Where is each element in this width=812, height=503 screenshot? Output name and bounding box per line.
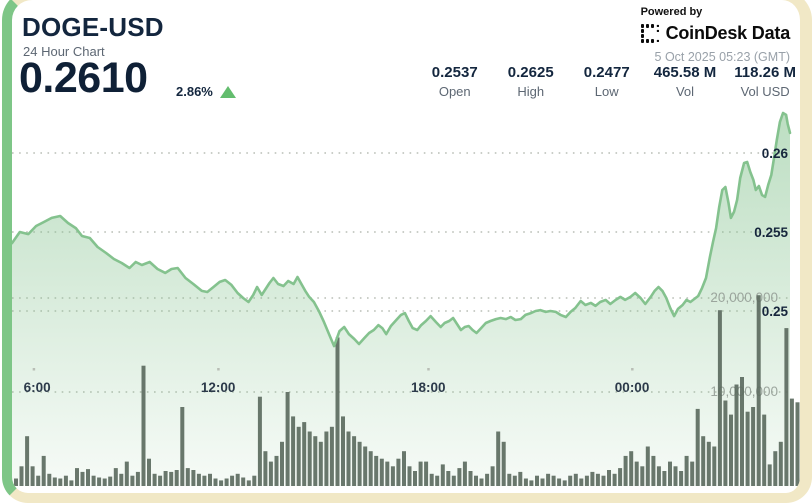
svg-text:0.25: 0.25 bbox=[762, 304, 789, 319]
svg-text:20,000,000: 20,000,000 bbox=[710, 290, 778, 305]
timestamp: 5 Oct 2025 05:23 (GMT) bbox=[654, 50, 790, 64]
svg-text:00:00: 00:00 bbox=[615, 380, 650, 395]
stat-vol-usd-label: Vol USD bbox=[740, 84, 790, 99]
stat-high-value: 0.2625 bbox=[507, 64, 554, 81]
powered-by-label: Powered by bbox=[640, 6, 703, 18]
svg-text:0.255: 0.255 bbox=[754, 225, 788, 240]
stat-vol-label: Vol bbox=[675, 84, 695, 99]
svg-text:0.26: 0.26 bbox=[762, 146, 789, 161]
price-change: 2.86% bbox=[176, 84, 236, 99]
brand-block: Powered by CoinDesk Data 5 Oct 2025 05:2… bbox=[640, 6, 791, 64]
chart-subtitle: 24 Hour Chart bbox=[23, 44, 105, 59]
triangle-up-icon bbox=[219, 85, 236, 98]
card-content: 20,000,000 10,000,000 0.26 0.255 0.25 6:00 12:… bbox=[12, 0, 800, 493]
svg-text:18:00: 18:00 bbox=[411, 380, 446, 395]
stat-open-label: Open bbox=[438, 84, 471, 99]
stat-vol-value: 465.58 M bbox=[653, 64, 717, 81]
stat-open-value: 0.2537 bbox=[431, 64, 478, 81]
stat-low-label: Low bbox=[594, 84, 619, 99]
svg-text:12:00: 12:00 bbox=[201, 380, 236, 395]
brand-name: CoinDesk Data bbox=[665, 23, 791, 43]
stats-row: 0.2537 Open 0.2625 High 0.2477 Low 465.5… bbox=[426, 64, 796, 99]
stat-high: 0.2625 High bbox=[502, 64, 560, 99]
price-volume-chart[interactable]: 20,000,000 10,000,000 0.26 0.255 0.25 6:00 12:… bbox=[12, 0, 800, 493]
coindesk-logo-icon bbox=[640, 24, 660, 43]
stat-high-label: High bbox=[517, 84, 545, 99]
change-percent: 2.86% bbox=[176, 84, 213, 99]
stat-vol-usd: 118.26 M Vol USD bbox=[734, 64, 796, 99]
stat-open: 0.2537 Open bbox=[426, 64, 484, 99]
stat-vol-usd-value: 118.26 M bbox=[734, 64, 796, 81]
svg-text:10,000,000: 10,000,000 bbox=[710, 384, 778, 399]
stat-vol: 465.58 M Vol bbox=[654, 64, 717, 99]
price-area bbox=[12, 113, 790, 486]
stat-low-value: 0.2477 bbox=[583, 64, 630, 81]
current-price: 0.2610 bbox=[19, 54, 148, 102]
svg-text:6:00: 6:00 bbox=[24, 380, 51, 395]
volume-bars bbox=[14, 295, 800, 486]
volume-axis-labels: 20,000,000 10,000,000 bbox=[710, 290, 778, 399]
price-axis-labels: 0.26 0.255 0.25 bbox=[754, 146, 788, 319]
price-line bbox=[12, 111, 792, 348]
time-axis-labels: 6:00 12:00 18:00 00:00 bbox=[24, 368, 650, 395]
stat-low: 0.2477 Low bbox=[578, 64, 636, 99]
page-title: DOGE-USD bbox=[22, 12, 164, 42]
coindesk-data-link[interactable]: CoinDesk Data bbox=[640, 23, 791, 44]
